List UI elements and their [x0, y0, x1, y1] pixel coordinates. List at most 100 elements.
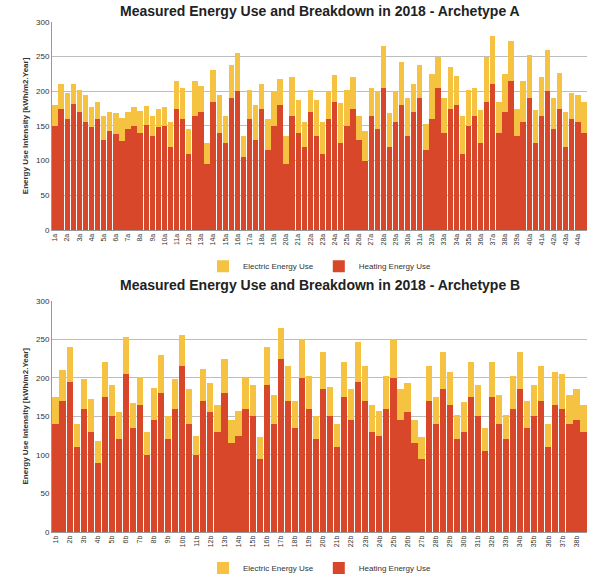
svg-text:250: 250: [36, 52, 50, 61]
svg-text:24b: 24b: [376, 536, 383, 548]
svg-text:9a: 9a: [149, 234, 156, 242]
svg-text:5a: 5a: [100, 234, 107, 242]
svg-text:36a: 36a: [477, 234, 484, 246]
svg-text:Electric Energy Use: Electric Energy Use: [243, 564, 314, 573]
svg-text:18b: 18b: [291, 536, 298, 548]
svg-text:2a: 2a: [63, 234, 70, 242]
svg-text:42a: 42a: [550, 234, 557, 246]
svg-text:7a: 7a: [124, 234, 131, 242]
svg-text:300: 300: [36, 18, 50, 27]
svg-text:16a: 16a: [234, 234, 241, 246]
svg-text:Measured Energy Use and Breakd: Measured Energy Use and Breakdown in 201…: [120, 277, 520, 293]
svg-text:11a: 11a: [173, 234, 180, 245]
svg-text:13a: 13a: [197, 234, 204, 246]
svg-text:4b: 4b: [94, 536, 101, 544]
svg-text:3b: 3b: [80, 536, 87, 544]
svg-text:22b: 22b: [347, 536, 354, 548]
svg-text:29b: 29b: [446, 536, 453, 548]
svg-text:29a: 29a: [392, 234, 399, 246]
svg-text:26b: 26b: [404, 536, 411, 548]
svg-text:31a: 31a: [416, 234, 423, 246]
svg-text:19b: 19b: [305, 536, 312, 548]
svg-text:150: 150: [36, 122, 50, 131]
svg-text:35b: 35b: [530, 536, 537, 548]
svg-text:0: 0: [45, 528, 50, 537]
svg-text:34b: 34b: [516, 536, 523, 548]
svg-text:23a: 23a: [319, 234, 326, 246]
svg-text:21a: 21a: [294, 234, 301, 246]
svg-text:19a: 19a: [270, 234, 277, 246]
svg-text:38b: 38b: [573, 536, 580, 548]
svg-text:6a: 6a: [112, 234, 119, 242]
svg-text:Heating Energy Use: Heating Energy Use: [359, 262, 431, 271]
svg-text:6b: 6b: [122, 536, 129, 544]
svg-text:17b: 17b: [277, 536, 284, 548]
svg-text:41a: 41a: [538, 234, 545, 246]
svg-text:11b: 11b: [193, 536, 200, 547]
svg-text:32a: 32a: [428, 234, 435, 246]
svg-text:38a: 38a: [501, 234, 508, 246]
svg-text:40a: 40a: [526, 234, 533, 246]
svg-text:1a: 1a: [51, 234, 58, 242]
svg-text:26a: 26a: [355, 234, 362, 246]
svg-text:14a: 14a: [209, 234, 216, 246]
svg-text:33a: 33a: [440, 234, 447, 246]
svg-text:0: 0: [45, 226, 50, 235]
svg-text:30b: 30b: [460, 536, 467, 548]
svg-text:34a: 34a: [453, 234, 460, 246]
svg-text:12a: 12a: [185, 234, 192, 246]
svg-text:32b: 32b: [488, 536, 495, 548]
svg-text:14b: 14b: [235, 536, 242, 548]
svg-text:8a: 8a: [136, 234, 143, 242]
svg-text:20a: 20a: [282, 234, 289, 246]
svg-text:20b: 20b: [319, 536, 326, 548]
svg-text:Energy Use Intensity [kWh/m2.Y: Energy Use Intensity [kWh/m2.Year]: [21, 57, 30, 194]
svg-text:12b: 12b: [207, 536, 214, 548]
svg-text:23b: 23b: [362, 536, 369, 548]
svg-text:25b: 25b: [390, 536, 397, 548]
svg-text:37b: 37b: [559, 536, 566, 548]
svg-text:10a: 10a: [161, 234, 168, 246]
svg-text:35a: 35a: [465, 234, 472, 246]
svg-text:24a: 24a: [331, 234, 338, 246]
svg-text:13b: 13b: [221, 536, 228, 548]
svg-text:18a: 18a: [258, 234, 265, 246]
svg-text:28a: 28a: [380, 234, 387, 246]
svg-text:250: 250: [36, 335, 50, 344]
svg-text:22a: 22a: [307, 234, 314, 246]
svg-text:7b: 7b: [136, 536, 143, 544]
svg-text:15b: 15b: [249, 536, 256, 548]
svg-text:33b: 33b: [502, 536, 509, 548]
svg-text:100: 100: [36, 156, 50, 165]
svg-text:Energy Use Intensity [kWh/m2.Y: Energy Use Intensity [kWh/m2.Year]: [21, 348, 30, 485]
svg-text:25a: 25a: [343, 234, 350, 246]
svg-text:8b: 8b: [150, 536, 157, 544]
svg-text:50: 50: [40, 191, 49, 200]
svg-text:10b: 10b: [179, 536, 186, 548]
svg-text:37a: 37a: [489, 234, 496, 246]
svg-text:50: 50: [40, 489, 49, 498]
svg-text:28b: 28b: [432, 536, 439, 548]
svg-text:21b: 21b: [333, 536, 340, 548]
svg-text:150: 150: [36, 412, 50, 421]
svg-text:31b: 31b: [474, 536, 481, 548]
svg-text:30a: 30a: [404, 234, 411, 246]
svg-text:39a: 39a: [513, 234, 520, 246]
svg-text:Measured Energy Use and Breakd: Measured Energy Use and Breakdown in 201…: [120, 3, 520, 19]
svg-text:300: 300: [36, 297, 50, 306]
svg-text:200: 200: [36, 374, 50, 383]
svg-text:44a: 44a: [574, 234, 581, 246]
svg-text:17a: 17a: [246, 234, 253, 246]
svg-text:Heating Energy Use: Heating Energy Use: [359, 564, 431, 573]
svg-text:36b: 36b: [545, 536, 552, 548]
svg-text:200: 200: [36, 87, 50, 96]
svg-text:1b: 1b: [52, 536, 59, 544]
svg-text:2b: 2b: [66, 536, 73, 544]
svg-text:43a: 43a: [562, 234, 569, 246]
svg-text:4a: 4a: [88, 234, 95, 242]
svg-text:100: 100: [36, 451, 50, 460]
svg-text:16b: 16b: [263, 536, 270, 548]
svg-text:27a: 27a: [367, 234, 374, 246]
svg-text:15a: 15a: [222, 234, 229, 246]
svg-text:5b: 5b: [108, 536, 115, 544]
